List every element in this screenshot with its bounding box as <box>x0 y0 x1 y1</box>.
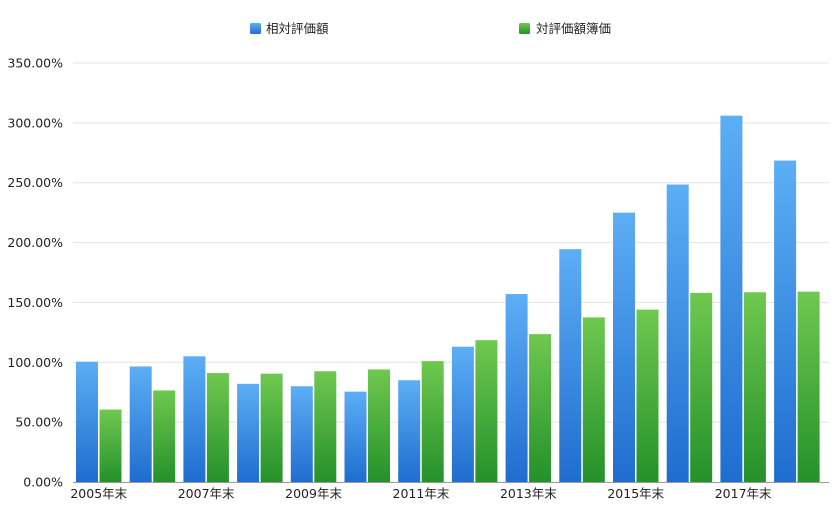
bar-relative-valuation-10 <box>613 212 635 482</box>
bar-book-value-2 <box>206 373 229 482</box>
bar-book-value-12 <box>743 292 766 482</box>
bar-relative-valuation-9 <box>559 249 582 482</box>
bar-book-value-13 <box>797 291 820 482</box>
legend: 相対評価額 対評価額簿価 <box>250 21 611 36</box>
x-tick-label: 2011年末 <box>393 486 450 501</box>
bar-book-value-11 <box>690 292 713 482</box>
legend-swatch <box>519 23 530 34</box>
x-tick-label: 2015年末 <box>607 486 664 501</box>
bar-relative-valuation-8 <box>505 294 528 482</box>
bar-relative-valuation-4 <box>290 386 313 482</box>
bar-book-value-1 <box>153 390 176 482</box>
bar-book-value-0 <box>99 409 122 482</box>
bar-relative-valuation-1 <box>129 366 152 482</box>
bar-book-value-9 <box>582 317 605 482</box>
bar-relative-valuation-2 <box>183 356 206 482</box>
x-tick-label: 2013年末 <box>500 486 557 501</box>
bar-book-value-5 <box>368 369 390 482</box>
bar-relative-valuation-12 <box>720 115 743 483</box>
bar-book-value-4 <box>314 371 337 482</box>
y-tick-label: 150.00% <box>7 295 63 310</box>
y-tick-label: 100.00% <box>7 355 63 370</box>
x-tick-label: 2007年末 <box>178 486 235 501</box>
x-tick-label: 2005年末 <box>70 486 127 501</box>
bar-relative-valuation-7 <box>451 346 474 482</box>
bar-relative-valuation-3 <box>237 383 260 482</box>
legend-label: 対評価額簿価 <box>536 21 611 36</box>
bars <box>76 115 820 483</box>
x-tick-label: 2009年末 <box>285 486 342 501</box>
y-tick-label: 0.00% <box>23 475 63 490</box>
y-tick-label: 250.00% <box>7 175 63 190</box>
y-tick-label: 300.00% <box>7 115 63 130</box>
bar-book-value-8 <box>529 334 552 482</box>
legend-swatch <box>250 23 261 34</box>
bar-relative-valuation-13 <box>774 160 797 482</box>
bar-book-value-6 <box>421 361 444 482</box>
bar-relative-valuation-11 <box>666 184 689 482</box>
bar-relative-valuation-5 <box>344 391 367 482</box>
y-axis-labels: 0.00% 50.00% 100.00% 150.00% 200.00% 250.00% 3… <box>7 56 63 490</box>
bar-relative-valuation-6 <box>398 380 421 482</box>
y-tick-label: 200.00% <box>7 235 63 250</box>
bar-book-value-10 <box>636 309 659 482</box>
bar-book-value-3 <box>260 373 283 482</box>
y-tick-label: 350.00% <box>7 56 63 71</box>
x-axis-labels: 2005年末 2007年末 2009年末 2011年末 2013年末 2015年末 2017… <box>70 486 772 501</box>
y-tick-label: 50.00% <box>15 415 63 430</box>
bar-relative-valuation-0 <box>76 361 98 482</box>
legend-label: 相対評価額 <box>266 21 329 36</box>
bar-book-value-7 <box>475 340 498 482</box>
x-tick-label: 2017年末 <box>715 486 772 501</box>
